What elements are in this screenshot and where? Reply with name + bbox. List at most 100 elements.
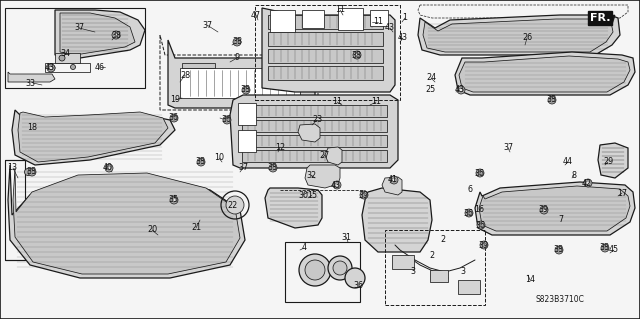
Circle shape xyxy=(335,183,339,187)
Circle shape xyxy=(476,169,484,177)
Circle shape xyxy=(49,66,53,70)
Text: 11: 11 xyxy=(335,5,345,14)
Circle shape xyxy=(30,170,34,174)
Circle shape xyxy=(112,31,120,39)
Text: 36: 36 xyxy=(463,209,473,218)
Circle shape xyxy=(172,198,176,202)
Text: 38: 38 xyxy=(351,50,361,60)
Text: 36: 36 xyxy=(168,114,178,122)
Circle shape xyxy=(457,86,465,94)
Circle shape xyxy=(465,209,473,217)
Polygon shape xyxy=(8,72,55,82)
Circle shape xyxy=(542,208,546,212)
Text: 11: 11 xyxy=(371,98,381,107)
Circle shape xyxy=(235,40,239,44)
Text: 38: 38 xyxy=(546,95,556,105)
Bar xyxy=(5,160,25,260)
Polygon shape xyxy=(598,143,628,178)
Circle shape xyxy=(223,116,231,124)
Text: 7: 7 xyxy=(559,216,564,225)
Circle shape xyxy=(355,53,359,57)
Bar xyxy=(5,8,145,88)
Circle shape xyxy=(70,64,76,70)
Text: 25: 25 xyxy=(426,85,436,94)
Bar xyxy=(242,120,387,132)
Text: 30: 30 xyxy=(298,190,308,199)
Bar xyxy=(255,5,400,100)
Text: 31: 31 xyxy=(341,233,351,241)
Polygon shape xyxy=(55,53,80,63)
Text: 27: 27 xyxy=(320,151,330,160)
Text: 12: 12 xyxy=(275,143,285,152)
Circle shape xyxy=(114,33,118,37)
Polygon shape xyxy=(55,10,145,58)
Text: 29: 29 xyxy=(603,158,613,167)
Text: 6: 6 xyxy=(467,186,472,195)
Bar xyxy=(238,130,256,152)
Text: 34: 34 xyxy=(60,48,70,57)
Text: 36: 36 xyxy=(221,115,231,124)
Circle shape xyxy=(353,51,361,59)
Circle shape xyxy=(482,243,486,247)
Text: 15: 15 xyxy=(307,190,317,199)
Text: 24: 24 xyxy=(426,73,436,83)
Bar xyxy=(458,280,480,294)
Circle shape xyxy=(392,178,396,182)
Text: 18: 18 xyxy=(27,123,37,132)
Text: 19: 19 xyxy=(170,95,180,105)
Circle shape xyxy=(226,196,244,214)
Bar xyxy=(238,103,256,125)
Text: 13: 13 xyxy=(7,164,17,173)
Text: 28: 28 xyxy=(180,70,190,79)
Polygon shape xyxy=(262,8,395,92)
Circle shape xyxy=(603,246,607,250)
Circle shape xyxy=(242,86,250,94)
Circle shape xyxy=(333,261,347,275)
Text: 38: 38 xyxy=(267,164,277,173)
Bar xyxy=(268,32,383,46)
Circle shape xyxy=(233,38,241,46)
Text: 38: 38 xyxy=(553,246,563,255)
Polygon shape xyxy=(305,165,340,188)
Bar xyxy=(180,68,300,98)
Polygon shape xyxy=(8,165,245,278)
Text: 3: 3 xyxy=(461,268,465,277)
Polygon shape xyxy=(298,124,320,142)
Bar xyxy=(392,255,414,269)
Bar xyxy=(268,15,383,29)
Bar xyxy=(242,135,387,147)
Text: 10: 10 xyxy=(214,153,224,162)
Text: 43: 43 xyxy=(398,33,408,42)
Circle shape xyxy=(333,181,341,189)
Bar xyxy=(370,10,388,26)
Text: 17: 17 xyxy=(617,189,627,197)
Polygon shape xyxy=(382,177,402,195)
Text: 36: 36 xyxy=(475,220,485,229)
Text: 38: 38 xyxy=(111,31,121,40)
Text: 47: 47 xyxy=(251,11,261,19)
Text: 36: 36 xyxy=(353,280,363,290)
Bar xyxy=(242,105,387,117)
Bar xyxy=(268,49,383,63)
Circle shape xyxy=(170,114,178,122)
Circle shape xyxy=(550,98,554,102)
Circle shape xyxy=(477,221,485,229)
Text: 8: 8 xyxy=(572,170,577,180)
Text: 1: 1 xyxy=(403,13,408,23)
Text: FR.: FR. xyxy=(589,13,611,23)
Text: 21: 21 xyxy=(191,224,201,233)
Text: 43: 43 xyxy=(385,24,395,33)
Polygon shape xyxy=(423,19,613,52)
Circle shape xyxy=(24,168,31,175)
Circle shape xyxy=(49,65,55,71)
Circle shape xyxy=(170,196,178,204)
Polygon shape xyxy=(230,95,398,168)
Circle shape xyxy=(478,171,482,175)
Text: 46: 46 xyxy=(95,63,105,71)
Circle shape xyxy=(548,96,556,104)
Bar xyxy=(242,150,387,162)
Circle shape xyxy=(107,166,111,170)
Bar xyxy=(430,270,448,282)
Circle shape xyxy=(271,166,275,170)
Polygon shape xyxy=(325,147,342,165)
